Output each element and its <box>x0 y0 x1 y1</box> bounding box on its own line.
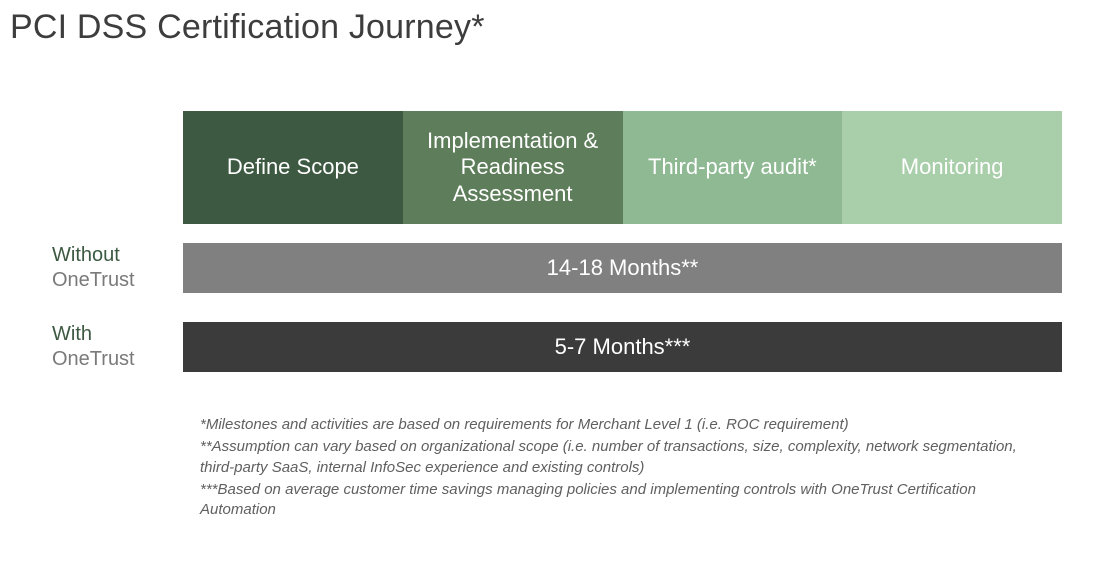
footnote-2: **Assumption can vary based on organizat… <box>200 437 1030 478</box>
phase-define-scope: Define Scope <box>183 111 403 224</box>
row-label-line1: Without <box>52 243 177 268</box>
slide-title: PCI DSS Certification Journey* <box>10 8 485 47</box>
row-label-line1: With <box>52 322 177 347</box>
row-with: With OneTrust 5-7 Months*** <box>52 322 1062 372</box>
phase-row: Define Scope Implementation & Readiness … <box>183 111 1062 224</box>
row-without: Without OneTrust 14-18 Months** <box>52 243 1062 293</box>
row-label-line2: OneTrust <box>52 268 177 293</box>
bar-with: 5-7 Months*** <box>183 322 1062 372</box>
bar-without: 14-18 Months** <box>183 243 1062 293</box>
phase-audit: Third-party audit* <box>623 111 843 224</box>
slide: PCI DSS Certification Journey* Define Sc… <box>0 0 1115 571</box>
phase-implementation: Implementation & Readiness Assessment <box>403 111 623 224</box>
footnotes: *Milestones and activities are based on … <box>200 415 1030 522</box>
phase-monitoring: Monitoring <box>842 111 1062 224</box>
row-label-with: With OneTrust <box>52 322 183 372</box>
footnote-3: ***Based on average customer time saving… <box>200 480 1030 521</box>
row-label-line2: OneTrust <box>52 347 177 372</box>
row-label-without: Without OneTrust <box>52 243 183 293</box>
footnote-1: *Milestones and activities are based on … <box>200 415 1030 435</box>
